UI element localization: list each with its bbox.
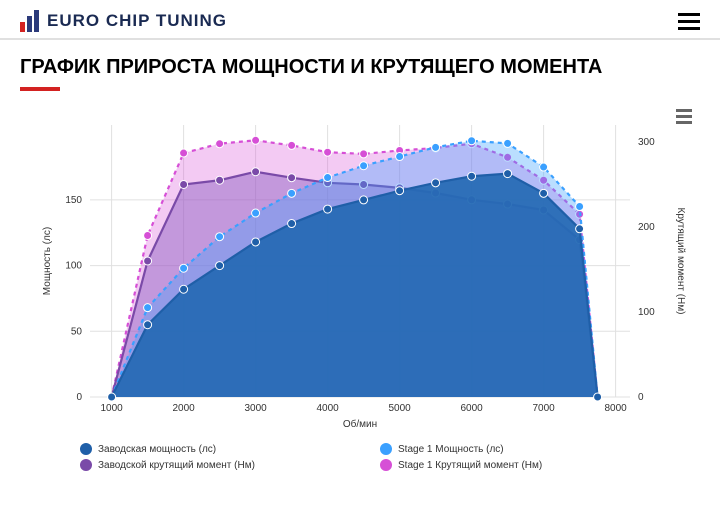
- power-torque-chart: 1000200030004000500060007000800005010015…: [20, 107, 700, 437]
- chart-menu-icon[interactable]: [676, 109, 692, 127]
- legend-marker-icon: [80, 459, 92, 471]
- brand-logo[interactable]: EURO CHIP TUNING: [20, 10, 227, 32]
- svg-text:6000: 6000: [460, 403, 483, 414]
- svg-text:Мощность (лс): Мощность (лс): [42, 227, 53, 295]
- svg-text:150: 150: [65, 195, 82, 206]
- logo-bars-icon: [20, 10, 39, 32]
- svg-text:Крутящий момент (Нм): Крутящий момент (Нм): [675, 208, 686, 315]
- svg-text:7000: 7000: [532, 403, 555, 414]
- legend-item-stock_power[interactable]: Заводская мощность (лс): [80, 443, 360, 455]
- legend-item-stage1_torque[interactable]: Stage 1 Крутящий момент (Нм): [380, 459, 660, 471]
- legend-label: Stage 1 Мощность (лс): [398, 444, 504, 455]
- svg-text:0: 0: [76, 392, 82, 403]
- legend-marker-icon: [380, 443, 392, 455]
- legend-marker-icon: [80, 443, 92, 455]
- svg-text:200: 200: [638, 222, 655, 233]
- site-header: EURO CHIP TUNING: [0, 0, 720, 40]
- svg-text:Об/мин: Об/мин: [343, 418, 377, 430]
- svg-text:1000: 1000: [100, 403, 123, 414]
- title-underline: [20, 87, 60, 91]
- hamburger-menu-icon[interactable]: [678, 13, 700, 30]
- svg-text:8000: 8000: [604, 403, 627, 414]
- svg-text:3000: 3000: [244, 403, 267, 414]
- legend-label: Заводская мощность (лс): [98, 444, 216, 455]
- chart-container: 1000200030004000500060007000800005010015…: [20, 107, 700, 437]
- svg-text:100: 100: [638, 307, 655, 318]
- page-title-wrap: ГРАФИК ПРИРОСТА МОЩНОСТИ И КРУТЯЩЕГО МОМ…: [0, 40, 720, 97]
- svg-text:300: 300: [638, 137, 655, 148]
- legend-marker-icon: [380, 459, 392, 471]
- svg-text:50: 50: [71, 326, 83, 337]
- legend-item-stock_torque[interactable]: Заводской крутящий момент (Нм): [80, 459, 360, 471]
- page-title: ГРАФИК ПРИРОСТА МОЩНОСТИ И КРУТЯЩЕГО МОМ…: [20, 56, 700, 79]
- brand-name: EURO CHIP TUNING: [47, 11, 227, 31]
- svg-text:4000: 4000: [316, 403, 339, 414]
- legend-label: Заводской крутящий момент (Нм): [98, 460, 255, 471]
- legend-item-stage1_power[interactable]: Stage 1 Мощность (лс): [380, 443, 660, 455]
- chart-legend: Заводская мощность (лс) Stage 1 Мощность …: [0, 437, 720, 471]
- legend-label: Stage 1 Крутящий момент (Нм): [398, 460, 542, 471]
- svg-text:100: 100: [65, 261, 82, 272]
- svg-text:2000: 2000: [172, 403, 195, 414]
- svg-text:0: 0: [638, 392, 644, 403]
- svg-text:5000: 5000: [388, 403, 411, 414]
